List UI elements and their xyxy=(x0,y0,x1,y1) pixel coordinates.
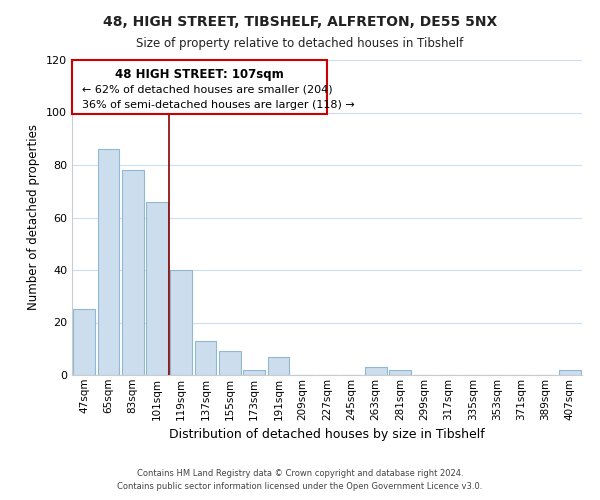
Bar xyxy=(122,170,143,375)
Bar xyxy=(243,370,265,375)
Text: 48, HIGH STREET, TIBSHELF, ALFRETON, DE55 5NX: 48, HIGH STREET, TIBSHELF, ALFRETON, DE5… xyxy=(103,15,497,29)
X-axis label: Distribution of detached houses by size in Tibshelf: Distribution of detached houses by size … xyxy=(169,428,485,441)
Bar xyxy=(194,341,217,375)
Text: Contains public sector information licensed under the Open Government Licence v3: Contains public sector information licen… xyxy=(118,482,482,491)
Text: Size of property relative to detached houses in Tibshelf: Size of property relative to detached ho… xyxy=(136,38,464,51)
Text: Contains HM Land Registry data © Crown copyright and database right 2024.: Contains HM Land Registry data © Crown c… xyxy=(137,468,463,477)
Bar xyxy=(170,270,192,375)
Y-axis label: Number of detached properties: Number of detached properties xyxy=(28,124,40,310)
Text: 36% of semi-detached houses are larger (118) →: 36% of semi-detached houses are larger (… xyxy=(82,100,355,110)
Bar xyxy=(219,352,241,375)
Bar xyxy=(73,310,95,375)
Text: 48 HIGH STREET: 107sqm: 48 HIGH STREET: 107sqm xyxy=(115,68,284,81)
Bar xyxy=(97,149,119,375)
Bar xyxy=(389,370,411,375)
Text: ← 62% of detached houses are smaller (204): ← 62% of detached houses are smaller (20… xyxy=(82,84,333,94)
Bar xyxy=(268,356,289,375)
Bar xyxy=(365,367,386,375)
Bar xyxy=(146,202,168,375)
Bar xyxy=(559,370,581,375)
FancyBboxPatch shape xyxy=(72,60,327,114)
